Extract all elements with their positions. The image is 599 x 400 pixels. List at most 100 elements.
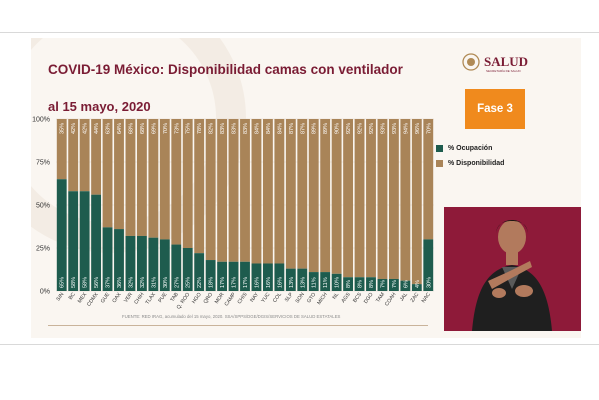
data-label-occupancy: 6%	[403, 280, 409, 288]
data-label-occupancy: 4%	[415, 280, 421, 288]
x-category-label: ZAC	[410, 291, 421, 303]
data-label-occupancy: 18%	[209, 277, 215, 288]
x-category-label: VER	[123, 292, 134, 304]
legend-label-availability: % Disponibilidad	[448, 160, 505, 167]
data-label-occupancy: 10%	[335, 277, 341, 288]
data-label-occupancy: 7%	[380, 280, 386, 288]
y-tick-label: 0%	[40, 289, 50, 296]
x-category-label: PUE	[157, 291, 168, 304]
data-label-availability: 83%	[232, 123, 238, 134]
bar-occupancy	[343, 277, 354, 291]
data-label-availability: 84%	[266, 123, 272, 134]
bar-availability	[285, 119, 296, 269]
data-label-occupancy: 65%	[60, 277, 66, 288]
data-label-occupancy: 8%	[346, 280, 352, 288]
bar-availability	[354, 119, 365, 278]
sign-language-interpreter-video	[444, 207, 581, 331]
data-label-occupancy: 58%	[71, 277, 77, 288]
bar-availability	[343, 119, 354, 278]
data-label-occupancy: 36%	[117, 277, 123, 288]
data-label-occupancy: 25%	[186, 277, 192, 288]
data-label-availability: 68%	[140, 123, 146, 134]
data-label-availability: 64%	[117, 123, 123, 134]
bar-availability	[217, 119, 228, 262]
data-label-occupancy: 8%	[358, 280, 364, 288]
bar-occupancy	[114, 229, 124, 291]
x-category-label: COL	[272, 292, 283, 304]
bar-availability	[331, 119, 342, 274]
data-label-availability: 75%	[186, 123, 192, 134]
x-category-label: CAMP	[224, 291, 238, 307]
bar-availability	[194, 119, 205, 254]
bar-availability	[56, 119, 67, 180]
eagle-emblem-icon	[462, 53, 480, 71]
bar-occupancy	[228, 261, 239, 291]
data-label-availability: 70%	[426, 123, 432, 134]
bar-occupancy	[262, 263, 273, 291]
bar-occupancy	[400, 280, 411, 291]
bar-occupancy	[308, 272, 319, 291]
data-label-availability: 69%	[151, 123, 157, 134]
data-label-availability: 68%	[128, 123, 134, 134]
bar-availability	[125, 119, 136, 236]
data-label-availability: 89%	[323, 123, 329, 134]
bar-availability	[136, 119, 147, 236]
legend-swatch-occupancy	[436, 145, 443, 152]
bar-occupancy	[423, 239, 434, 291]
y-tick-label: 100%	[32, 117, 50, 124]
x-category-label: NAY	[249, 291, 260, 303]
data-label-availability: 92%	[358, 123, 364, 134]
data-label-occupancy: 11%	[323, 277, 329, 288]
bar-occupancy	[182, 248, 193, 291]
data-label-occupancy: 31%	[151, 277, 157, 288]
bar-occupancy	[136, 235, 147, 291]
data-label-occupancy: 37%	[106, 277, 112, 288]
data-label-occupancy: 30%	[426, 277, 432, 288]
bar-occupancy	[320, 272, 331, 291]
x-category-label: TLAX	[145, 291, 158, 306]
data-label-occupancy: 27%	[174, 277, 180, 288]
bar-availability	[91, 119, 102, 195]
phase-badge: Fase 3	[465, 89, 525, 129]
data-label-availability: 87%	[289, 123, 295, 134]
bar-occupancy	[171, 244, 182, 291]
data-label-occupancy: 32%	[128, 277, 134, 288]
bar-occupancy	[366, 277, 376, 291]
bar-occupancy	[411, 284, 422, 291]
data-label-occupancy: 22%	[197, 277, 203, 288]
bar-occupancy	[159, 239, 170, 291]
x-category-label: CHIH	[133, 292, 145, 306]
x-category-label: GUE	[100, 291, 112, 304]
bar-availability	[159, 119, 170, 240]
bar-occupancy	[274, 263, 285, 291]
legend-item-occupancy: % Ocupación	[436, 141, 504, 156]
data-label-availability: 44%	[94, 123, 100, 134]
data-label-occupancy: 7%	[392, 280, 398, 288]
data-label-availability: 83%	[220, 123, 226, 134]
bar-availability	[205, 119, 216, 261]
data-label-availability: 92%	[346, 123, 352, 134]
data-label-availability: 89%	[312, 123, 318, 134]
bar-occupancy	[205, 260, 216, 291]
x-category-label: BCS	[352, 291, 363, 304]
source-footnote: FUENTE: RED IRAG, acumulado del 15 mayo,…	[122, 314, 341, 319]
bar-availability	[320, 119, 331, 273]
data-label-availability: 93%	[380, 123, 386, 134]
data-label-occupancy: 17%	[243, 277, 249, 288]
bar-occupancy	[377, 278, 388, 291]
bar-availability	[308, 119, 319, 273]
x-category-label: BC	[68, 292, 77, 302]
data-label-occupancy: 17%	[220, 277, 226, 288]
stacked-bar-chart: 0% 25% 50% 75% 100% 65% 35% SIN 58% 42% BC 58% 42% ME…	[32, 117, 434, 310]
interpreter-figure	[472, 220, 552, 331]
x-category-label: CDMX	[86, 291, 100, 307]
data-label-occupancy: 8%	[369, 280, 375, 288]
bar-availability	[262, 119, 273, 264]
bar-occupancy	[79, 191, 90, 291]
x-category-label: MICH	[316, 292, 329, 307]
bar-occupancy	[217, 261, 228, 291]
bar-occupancy	[194, 253, 205, 291]
bar-availability	[400, 119, 411, 281]
chart-legend: % Ocupación % Disponibilidad	[436, 141, 504, 171]
bar-availability	[274, 119, 285, 264]
